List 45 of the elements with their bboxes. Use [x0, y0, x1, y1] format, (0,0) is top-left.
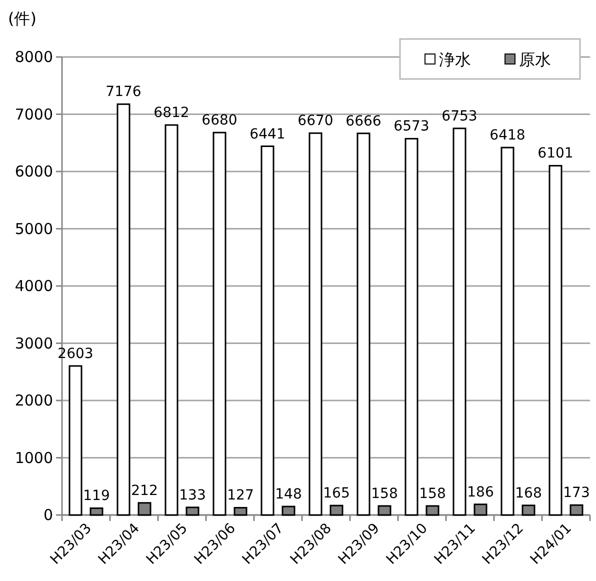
- data-label: 158: [419, 486, 446, 502]
- y-tick-label: 5000: [14, 220, 53, 238]
- y-tick-label: 3000: [14, 334, 53, 352]
- bar: [164, 124, 178, 516]
- y-tick-label: 4000: [14, 277, 53, 295]
- data-label: 133: [179, 487, 206, 504]
- data-label: 6573: [394, 118, 430, 135]
- bar: [356, 132, 370, 516]
- y-tick-label: 6000: [14, 162, 53, 180]
- bar: [68, 365, 82, 516]
- data-label: 173: [563, 485, 590, 502]
- data-label: 6101: [538, 146, 574, 162]
- bar: [260, 146, 274, 516]
- data-label: 6666: [346, 113, 382, 130]
- y-tick-label: 8000: [14, 48, 53, 66]
- y-axis-title: (件): [8, 9, 36, 28]
- data-label: 186: [467, 484, 494, 500]
- y-tick-label: 1000: [14, 448, 53, 467]
- data-label: 212: [131, 482, 158, 499]
- bar: [212, 132, 226, 516]
- y-tick-label: 0: [43, 506, 53, 524]
- legend-label: 原水: [519, 50, 551, 69]
- bar: [404, 138, 418, 516]
- data-label: 165: [323, 486, 350, 502]
- bar: [308, 132, 322, 516]
- data-label: 168: [515, 485, 542, 502]
- data-label: 119: [83, 488, 110, 504]
- data-label: 6441: [250, 126, 286, 142]
- data-label: 2603: [58, 346, 94, 362]
- data-label: 148: [275, 486, 302, 503]
- data-label: 6680: [202, 112, 238, 129]
- bar: [452, 128, 466, 516]
- y-tick-label: 2000: [14, 392, 53, 410]
- y-tick-label: 7000: [14, 105, 53, 124]
- data-label: 158: [371, 486, 398, 502]
- data-label: 6753: [442, 108, 478, 124]
- data-label: 6812: [154, 105, 190, 122]
- bar: [548, 164, 562, 516]
- data-label: 6418: [490, 128, 526, 144]
- legend-label: 浄水: [439, 50, 471, 69]
- bar: [116, 103, 130, 516]
- data-label: 6670: [298, 113, 334, 130]
- data-label: 7176: [106, 84, 142, 100]
- data-label: 127: [227, 488, 254, 504]
- bar: [500, 146, 514, 516]
